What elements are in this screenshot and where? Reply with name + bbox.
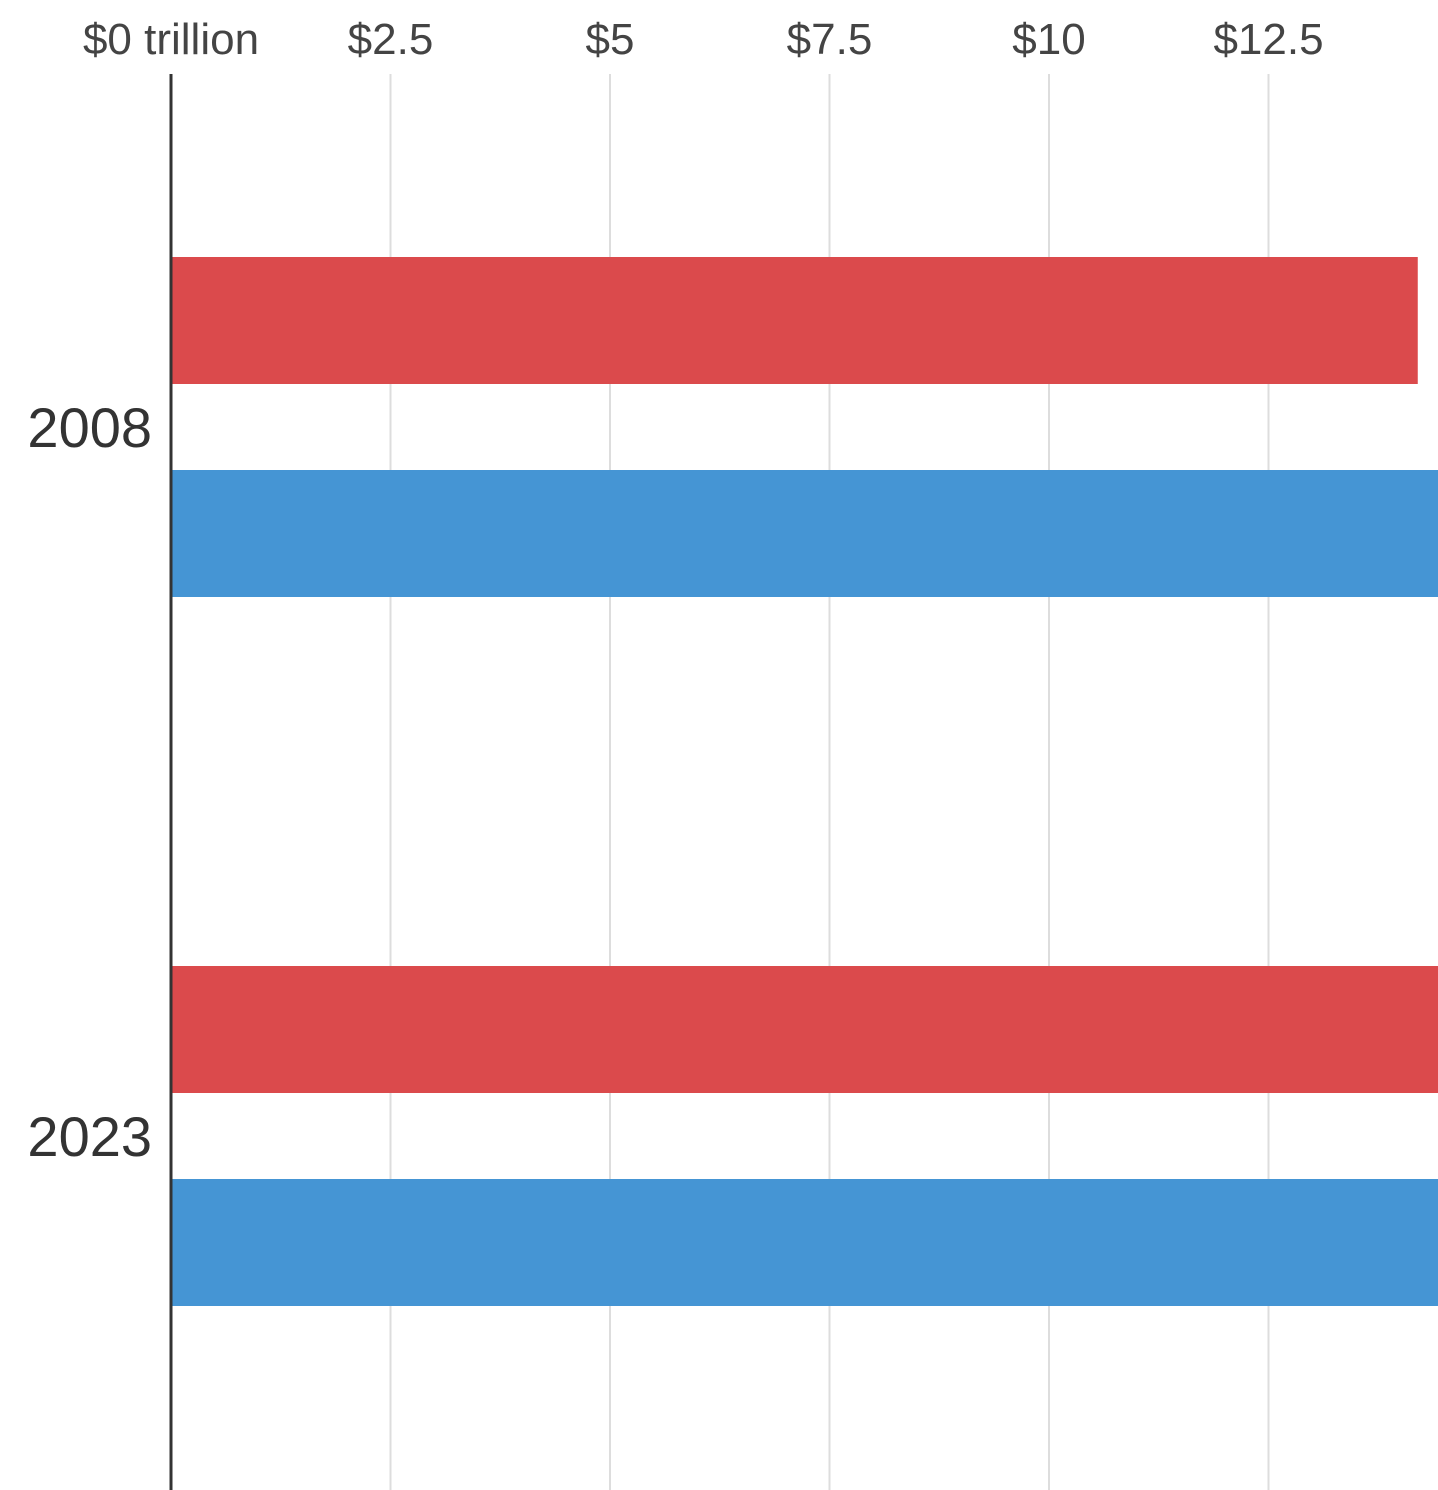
x-tick-label: $5 xyxy=(586,15,635,64)
bar-2008-series-1 xyxy=(171,257,1418,384)
category-label-2008: 2008 xyxy=(27,396,152,459)
x-tick-label: $0 trillion xyxy=(83,15,259,64)
x-axis-tick-labels: $0 trillion $2.5 $5 $7.5 $10 $12.5 xyxy=(83,15,1324,64)
x-tick-label: $2.5 xyxy=(348,15,434,64)
bar-2023-series-2 xyxy=(171,1179,1438,1306)
category-label-2023: 2023 xyxy=(27,1105,152,1168)
category-labels: 2008 2023 xyxy=(27,396,152,1168)
x-tick-label: $12.5 xyxy=(1213,15,1323,64)
x-tick-label: $7.5 xyxy=(787,15,873,64)
bar-2008-series-2 xyxy=(171,470,1438,597)
bar-2023-series-1 xyxy=(171,966,1438,1093)
x-tick-label: $10 xyxy=(1012,15,1085,64)
bars xyxy=(171,257,1438,1306)
